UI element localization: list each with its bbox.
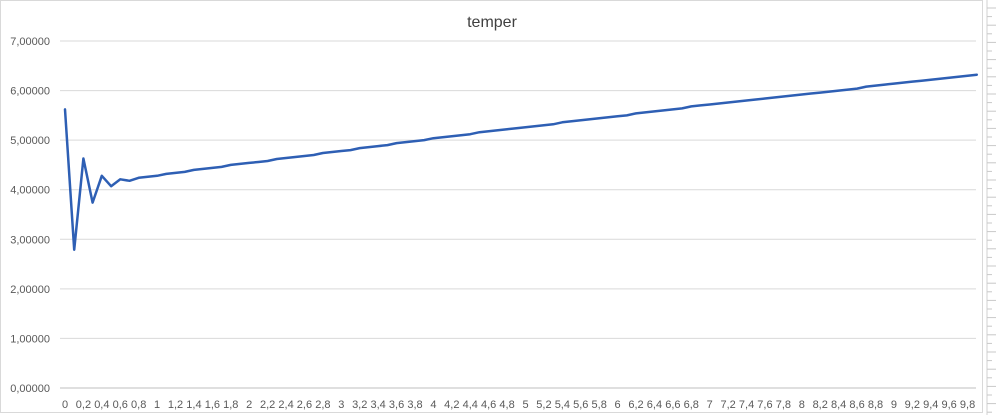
x-tick-label: 9 [891, 399, 897, 411]
x-tick-label: 3,8 [407, 399, 422, 411]
x-tick-label: 5,2 [536, 399, 551, 411]
x-tick-label: 4,2 [444, 399, 459, 411]
x-tick-label: 6,8 [684, 399, 699, 411]
x-tick-label: 5 [522, 399, 528, 411]
x-tick-label: 0,8 [131, 399, 146, 411]
x-tick-label: 5,4 [555, 399, 570, 411]
y-tick-label: 5,00000 [10, 135, 50, 147]
x-tick-label: 8,2 [813, 399, 828, 411]
x-tick-label: 8,6 [849, 399, 864, 411]
chart-title: temper [467, 14, 517, 31]
x-tick-label: 6 [615, 399, 621, 411]
x-tick-label: 0,6 [113, 399, 128, 411]
x-tick-label: 0,2 [76, 399, 91, 411]
x-axis: 0 0,2 0,4 0,6 0,8 1 1,2 1,4 1,6 1,8 2 2,2 2,4 2,6 2,8 3… [62, 399, 975, 411]
x-tick-label: 1,6 [205, 399, 220, 411]
x-tick-label: 3,4 [370, 399, 385, 411]
x-tick-label: 2,2 [260, 399, 275, 411]
y-tick-label: 4,00000 [10, 185, 50, 197]
x-tick-label: 1,4 [186, 399, 201, 411]
y-tick-label: 7,00000 [10, 36, 50, 48]
x-tick-label: 1,2 [168, 399, 183, 411]
x-tick-label: 8,8 [868, 399, 883, 411]
x-tick-label: 1 [154, 399, 160, 411]
x-tick-label: 1,8 [223, 399, 238, 411]
x-tick-label: 4,8 [499, 399, 514, 411]
x-tick-label: 4 [430, 399, 436, 411]
x-tick-label: 9,8 [960, 399, 975, 411]
x-tick-label: 8,4 [831, 399, 846, 411]
y-axis: 0,00000 1,00000 2,00000 3,00000 4,00000 5,000… [10, 36, 50, 395]
x-tick-label: 2,4 [278, 399, 293, 411]
x-tick-label: 2,8 [315, 399, 330, 411]
x-tick-label: 4,4 [463, 399, 478, 411]
x-tick-label: 0 [62, 399, 68, 411]
y-tick-label: 3,00000 [10, 234, 50, 246]
x-tick-label: 9,4 [923, 399, 938, 411]
x-tick-label: 4,6 [481, 399, 496, 411]
x-tick-label: 6,6 [665, 399, 680, 411]
x-tick-label: 3,2 [352, 399, 367, 411]
y-tick-label: 0,00000 [10, 383, 50, 395]
gridlines [60, 40, 976, 389]
x-tick-label: 0,4 [94, 399, 109, 411]
x-tick-label: 9,6 [942, 399, 957, 411]
x-tick-label: 7 [707, 399, 713, 411]
x-tick-label: 9,2 [905, 399, 920, 411]
x-tick-label: 5,6 [573, 399, 588, 411]
x-tick-label: 7,4 [739, 399, 754, 411]
y-tick-label: 2,00000 [10, 284, 50, 296]
x-tick-label: 7,8 [776, 399, 791, 411]
x-tick-label: 2,6 [297, 399, 312, 411]
x-tick-label: 3,6 [389, 399, 404, 411]
x-tick-label: 7,6 [757, 399, 772, 411]
x-tick-label: 6,4 [647, 399, 662, 411]
x-tick-label: 8 [799, 399, 805, 411]
y-tick-label: 6,00000 [10, 86, 50, 98]
x-tick-label: 5,8 [592, 399, 607, 411]
vertical-ruler [986, 0, 996, 415]
x-tick-label: 7,2 [720, 399, 735, 411]
x-tick-label: 3 [338, 399, 344, 411]
series-line [63, 73, 979, 251]
y-tick-label: 1,00000 [10, 333, 50, 345]
x-tick-label: 2 [246, 399, 252, 411]
plot-area [63, 73, 979, 251]
x-tick-label: 6,2 [628, 399, 643, 411]
